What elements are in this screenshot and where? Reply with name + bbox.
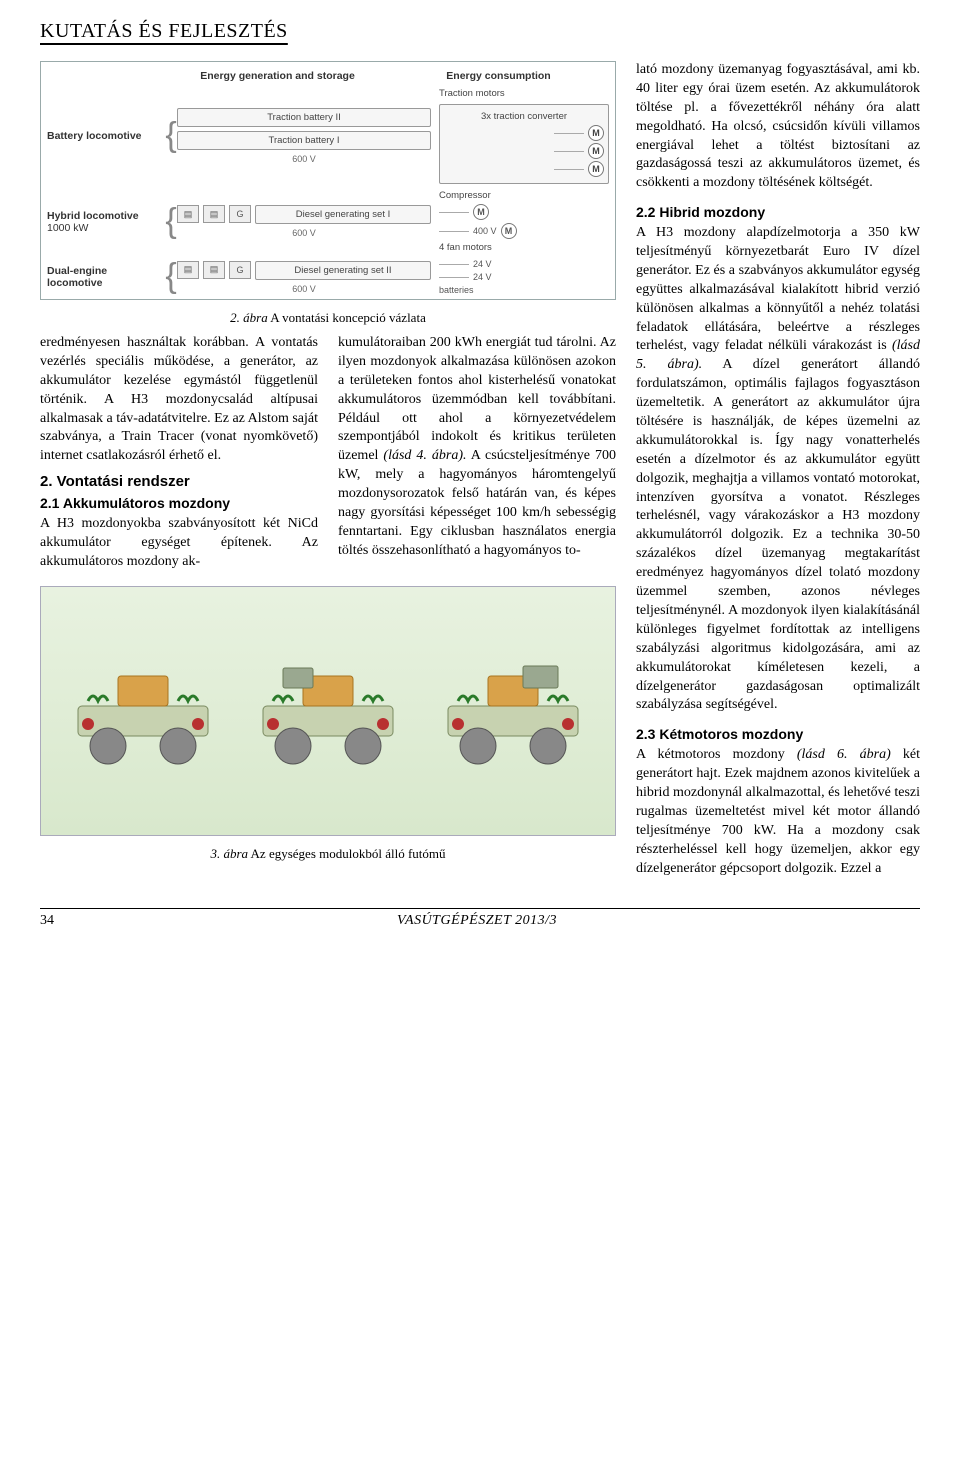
diag-hdr-right: Energy consumption <box>388 70 609 82</box>
volt-label: 600 V <box>177 284 431 294</box>
motor-icon: M <box>588 125 604 141</box>
heading-3: 2.1 Akkumulátoros mozdony <box>40 495 230 511</box>
diag-box: Diesel generating set I <box>255 205 431 224</box>
caption-number: 3. ábra <box>210 846 248 861</box>
page-footer: 34 VASÚTGÉPÉSZET 2013/3 <box>40 908 920 929</box>
magazine-issue: VASÚTGÉPÉSZET 2013/3 <box>397 913 557 929</box>
generator-icon: G <box>229 205 251 223</box>
diag-box: Traction battery I <box>177 131 431 150</box>
diag-box: Traction battery II <box>177 108 431 127</box>
diag-row-label: Battery locomotive <box>47 130 165 142</box>
brace-icon: { <box>165 215 177 229</box>
top-row: Energy generation and storage Energy con… <box>40 61 920 882</box>
volt-label: 600 V <box>177 228 431 238</box>
battery-cell-icon: ▤ <box>203 261 225 279</box>
figure-3-caption: 3. ábra Az egységes modulokból álló futó… <box>40 846 616 862</box>
body-text: 2.2 Hibrid mozdony A H3 mozdony alapdíze… <box>636 203 920 715</box>
diag-box: Diesel generating set II <box>255 261 431 280</box>
volt-400: 400 V <box>473 226 497 236</box>
battery-cell-icon: ▤ <box>203 205 225 223</box>
column-1: eredményesen használtak korábban. A vont… <box>40 334 318 576</box>
brace-icon: { <box>165 129 177 143</box>
converter-box: 3x traction converter M M M <box>439 104 609 184</box>
page-number: 34 <box>40 913 54 929</box>
heading-3: 2.3 Kétmotoros mozdony <box>636 726 803 742</box>
battery-cell-icon: ▤ <box>177 205 199 223</box>
battery-cell-icon: ▤ <box>177 261 199 279</box>
heading-3: 2.2 Hibrid mozdony <box>636 204 765 220</box>
figure-3-area: 3. ábra Az egységes modulokból álló futó… <box>40 586 616 862</box>
bogie-render <box>243 646 413 776</box>
diag-hdr-left: Energy generation and storage <box>167 70 388 82</box>
caption-text: A vontatási koncepció vázlata <box>268 310 426 325</box>
motor-icon: M <box>501 223 517 239</box>
heading-2: 2. Vontatási rendszer <box>40 472 318 492</box>
section-header: KUTATÁS ÉS FEJLESZTÉS <box>40 20 920 43</box>
traction-motors-label: Traction motors <box>439 88 609 99</box>
diag-row-label: Hybrid locomotive 1000 kW <box>47 210 165 234</box>
bogie-render <box>428 646 598 776</box>
page: KUTATÁS ÉS FEJLESZTÉS Energy generation … <box>0 0 960 939</box>
caption-text: Az egységes modulokból álló futómű <box>248 846 446 861</box>
figure-2-area: Energy generation and storage Energy con… <box>40 61 616 882</box>
body-text: A H3 mozdonyokba szabványosított két NiC… <box>40 515 318 572</box>
body-text: lató mozdony üzemanyag fogyasztásával, a… <box>636 61 920 193</box>
figure-2-diagram: Energy generation and storage Energy con… <box>40 61 616 300</box>
figure-3-image <box>40 586 616 836</box>
column-2: kumulátoraiban 200 kWh energiát tud táro… <box>338 334 616 576</box>
figure-2-caption: 2. ábra A vontatási koncepció vázlata <box>40 310 616 326</box>
brace-icon: { <box>165 270 177 284</box>
diag-row-label: Dual-engine locomotive <box>47 265 165 289</box>
body-text: 2.3 Kétmotoros mozdony A kétmotoros mozd… <box>636 725 920 878</box>
converter-label: 3x traction converter <box>481 111 567 122</box>
body-text: eredményesen használtak korábban. A vont… <box>40 334 318 466</box>
bogie-render <box>58 646 228 776</box>
caption-number: 2. ábra <box>230 310 268 325</box>
motor-icon: M <box>588 161 604 177</box>
motor-icon: M <box>588 143 604 159</box>
batteries-label: batteries <box>439 285 609 295</box>
motor-icon: M <box>473 204 489 220</box>
generator-icon: G <box>229 261 251 279</box>
volt-24: 24 V <box>473 259 492 269</box>
compressor-label: Compressor <box>439 190 609 201</box>
body-text: kumulátoraiban 200 kWh energiát tud táro… <box>338 334 616 561</box>
column-3: lató mozdony üzemanyag fogyasztásával, a… <box>636 61 920 882</box>
volt-24: 24 V <box>473 272 492 282</box>
fan-label: 4 fan motors <box>439 242 609 253</box>
volt-label: 600 V <box>177 154 431 164</box>
